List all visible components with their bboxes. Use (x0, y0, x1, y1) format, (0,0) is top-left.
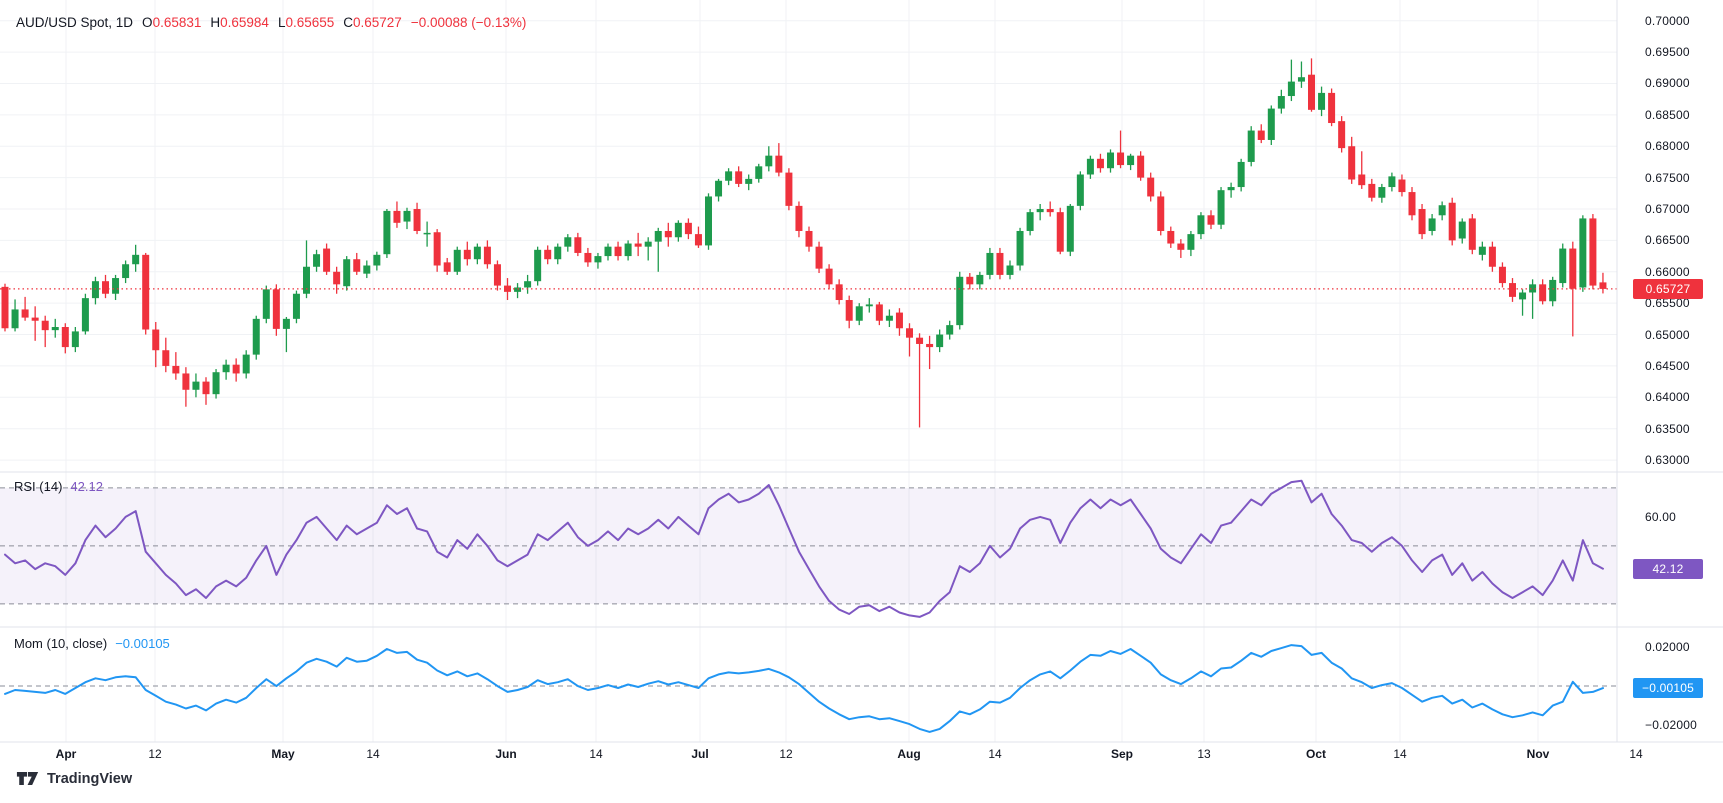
open-value: O0.65831 (142, 15, 202, 30)
mom-value-badge: −0.00105 (1633, 678, 1703, 699)
price-axis-label: 0.68000 (1645, 139, 1690, 154)
price-axis-label: 0.69500 (1645, 45, 1690, 60)
price-axis-label: 0.65000 (1645, 327, 1690, 342)
price-axis-label: 0.67500 (1645, 170, 1690, 185)
change-value: −0.00088 (−0.13%) (410, 15, 527, 30)
time-tick-month: May (271, 747, 295, 761)
rsi-indicator-name: RSI (14) (14, 479, 63, 494)
price-axis-label: 0.68500 (1645, 107, 1690, 122)
time-tick-month: Sep (1110, 747, 1134, 761)
price-axis-label: 0.67000 (1645, 202, 1690, 216)
time-tick-day: 13 (1197, 747, 1211, 761)
price-axis-label: 0.70000 (1645, 13, 1690, 28)
rsi-indicator-value: 42.12 (70, 479, 103, 494)
time-tick-day: 12 (148, 747, 162, 761)
mom-axis-label: −0.02000 (1645, 718, 1697, 733)
price-axis-label: 0.64500 (1645, 358, 1690, 373)
price-axis-label: 0.66500 (1645, 233, 1690, 248)
tradingview-logo-icon (16, 772, 39, 785)
time-tick-day: 14 (988, 747, 1002, 761)
price-axis-label: 0.64000 (1645, 390, 1690, 405)
symbol-title: AUD/USD Spot, 1D (16, 15, 134, 30)
time-tick-month: Jul (691, 747, 709, 761)
low-value: L0.65655 (277, 15, 335, 30)
tradingview-logo[interactable]: TradingView (16, 770, 132, 787)
price-axis-label: 0.66000 (1645, 264, 1690, 279)
close-value: C0.65727 (343, 15, 402, 30)
time-tick-month: Oct (1305, 747, 1327, 761)
price-axis-label: 0.63000 (1645, 453, 1690, 468)
rsi-value-badge: 42.12 (1633, 558, 1703, 579)
price-axis-label: 0.69000 (1645, 76, 1690, 91)
rsi-indicator-legend[interactable]: RSI (14) 42.12 (14, 479, 103, 494)
last-price-badge: 0.65727 (1633, 278, 1703, 299)
time-tick-month: Jun (495, 747, 517, 761)
rsi-axis-label: 60.00 (1645, 509, 1677, 524)
time-tick-month: Nov (1526, 747, 1550, 761)
mom-indicator-name: Mom (10, close) (14, 636, 108, 651)
time-tick-month: Aug (897, 747, 921, 761)
time-tick-day: 14 (1629, 747, 1643, 761)
symbol-legend[interactable]: AUD/USD Spot, 1D O0.65831 H0.65984 L0.65… (16, 15, 526, 30)
time-tick-day: 14 (366, 747, 380, 761)
time-tick-month: Apr (55, 747, 77, 761)
mom-indicator-legend[interactable]: Mom (10, close) −0.00105 (14, 636, 170, 651)
mom-indicator-value: −0.00105 (115, 636, 170, 651)
time-tick-day: 14 (1393, 747, 1407, 761)
time-tick-day: 12 (779, 747, 793, 761)
mom-axis-label: 0.02000 (1645, 640, 1690, 655)
price-axis-label: 0.63500 (1645, 421, 1690, 436)
price-axis-label: 0.65500 (1645, 296, 1690, 311)
high-value: H0.65984 (210, 15, 269, 30)
time-tick-day: 14 (589, 747, 603, 761)
tradingview-logo-text: TradingView (47, 770, 133, 787)
